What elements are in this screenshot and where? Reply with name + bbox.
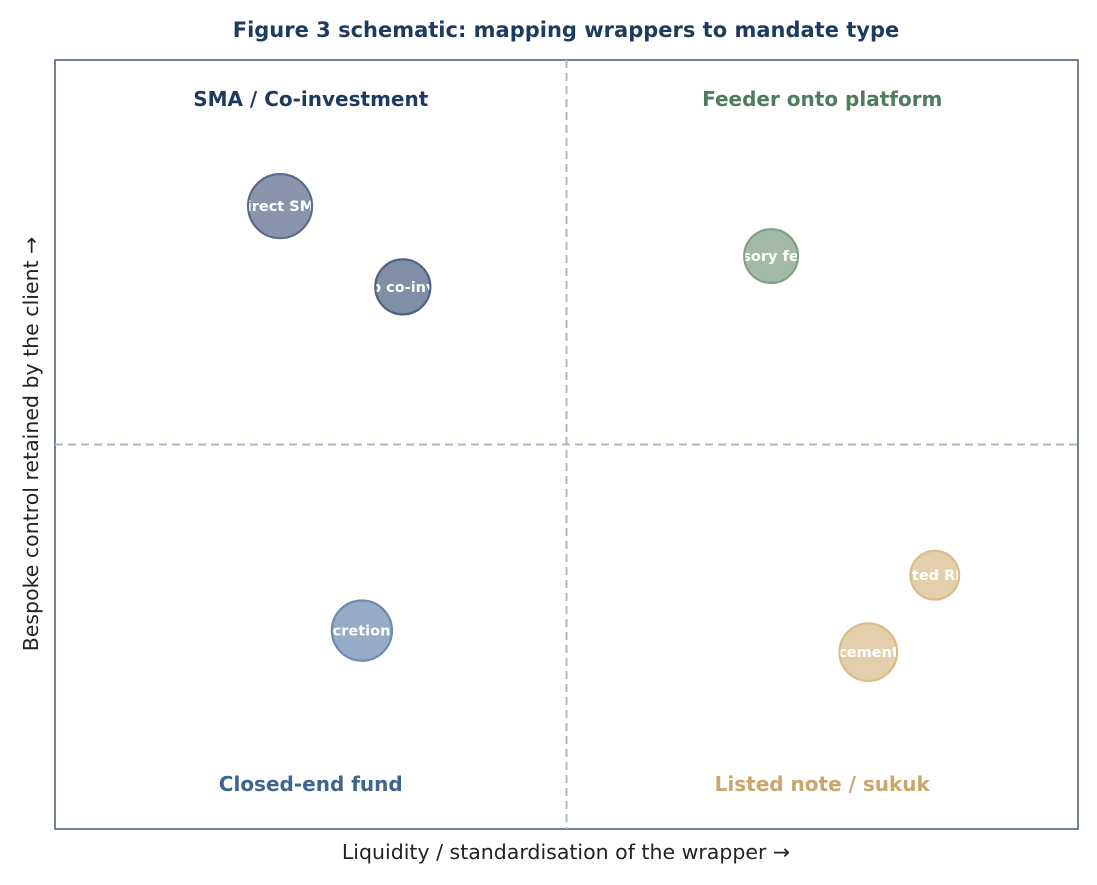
wrapper-point: Club co-invest xyxy=(345,258,461,316)
wrapper-bubble xyxy=(743,228,800,285)
wrapper-point: Direct SMA xyxy=(235,173,326,240)
quadrant-label: Feeder onto platform xyxy=(702,87,942,111)
wrapper-bubble xyxy=(909,549,961,601)
quadrant-label: SMA / Co-investment xyxy=(193,87,429,111)
wrapper-bubble xyxy=(330,599,394,662)
x-axis-label: Liquidity / standardisation of the wrapp… xyxy=(342,840,790,864)
wrapper-bubble xyxy=(374,258,432,316)
wrapper-bubble xyxy=(246,173,314,240)
wrapper-point-label: Listed REIT xyxy=(889,568,980,584)
plot-area: SMA / Co-investment Feeder onto platform C… xyxy=(54,59,1079,830)
wrapper-point-label: Advisory feeder xyxy=(706,249,836,265)
wrapper-point-label: Direct SMA xyxy=(235,199,326,215)
wrapper-points: Direct SMA Club co-invest Advisory feeder L… xyxy=(235,173,987,683)
y-axis-label: Bespoke control retained by the client → xyxy=(19,237,43,652)
wrapper-point-label: Club co-invest xyxy=(345,280,461,296)
wrapper-point-label: Discretionary xyxy=(307,624,417,640)
wrapper-point-label: Private placement certificate xyxy=(749,645,987,661)
wrapper-bubble xyxy=(838,622,899,683)
quadrant-label: Listed note / sukuk xyxy=(715,772,931,796)
chart-title: Figure 3 schematic: mapping wrappers to … xyxy=(233,18,900,42)
wrapper-point: Discretionary xyxy=(307,599,417,662)
wrapper-point: Private placement certificate xyxy=(749,622,987,683)
quadrant-label: Closed-end fund xyxy=(219,772,403,796)
wrapper-point: Advisory feeder xyxy=(706,228,836,285)
wrapper-point: Listed REIT xyxy=(889,549,980,601)
quadrant-labels: SMA / Co-investment Feeder onto platform C… xyxy=(193,87,942,796)
